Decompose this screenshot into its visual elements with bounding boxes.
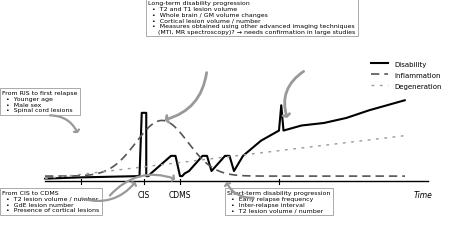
Text: SPMS: SPMS (269, 190, 289, 199)
Text: Long-term disability progression
  •  T2 and T1 lesion volume
  •  Whole brain /: Long-term disability progression • T2 an… (148, 1, 356, 35)
Text: Short-term disability progression
  •  Early relapse frequency
  •  Inter-relaps: Short-term disability progression • Earl… (227, 190, 331, 213)
Text: CIS: CIS (138, 190, 150, 199)
Legend: Disability, Inflammation, Degeneration: Disability, Inflammation, Degeneration (368, 59, 444, 92)
Text: RIS: RIS (75, 190, 87, 199)
Text: From RIS to first relapse
  •  Younger age
  •  Male sex
  •  Spinal cord lesion: From RIS to first relapse • Younger age … (2, 91, 77, 113)
Text: From CIS to CDMS
  •  T2 lesion volume / number
  •  GdE lesion number
  •  Pres: From CIS to CDMS • T2 lesion volume / nu… (2, 190, 99, 213)
Text: CDMS: CDMS (169, 190, 191, 199)
Text: Time: Time (414, 190, 432, 199)
